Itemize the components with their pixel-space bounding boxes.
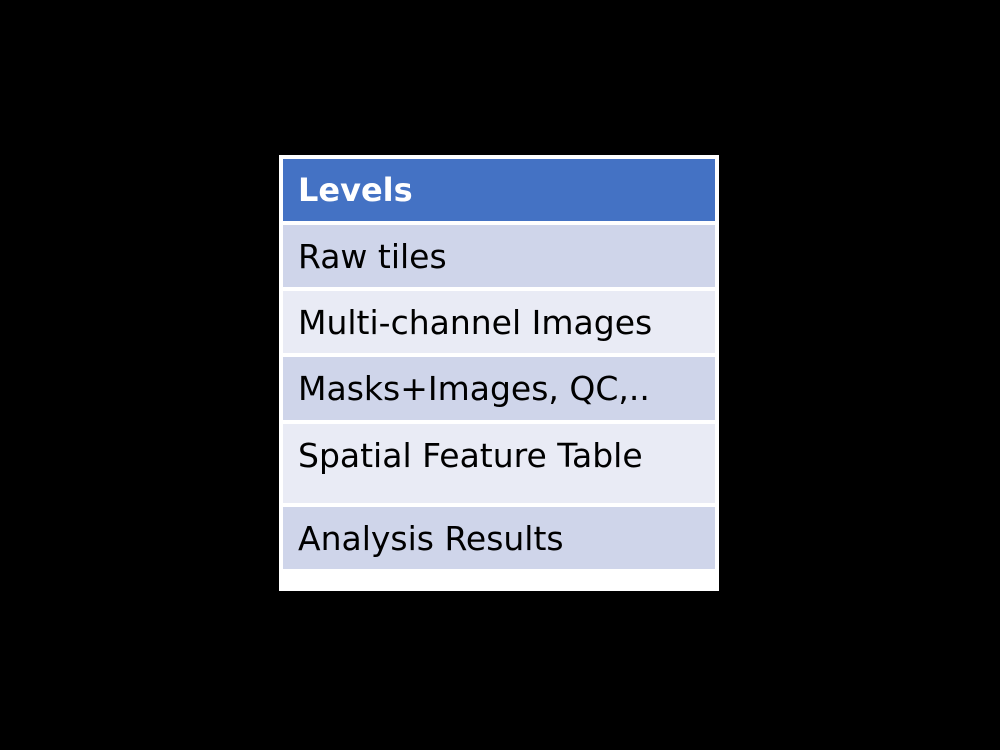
table-row-masks-images-qc: Masks+Images, QC,.. [283,357,715,420]
table-row-analysis-results: Analysis Results [283,507,715,569]
table-row-spatial-feature-table: Spatial Feature Table [283,424,715,503]
table-row-raw-tiles: Raw tiles [283,225,715,287]
levels-table: Levels Raw tiles Multi-channel Images Ma… [279,155,719,591]
table-row-multi-channel-images: Multi-channel Images [283,291,715,353]
table-header-levels: Levels [283,159,715,221]
